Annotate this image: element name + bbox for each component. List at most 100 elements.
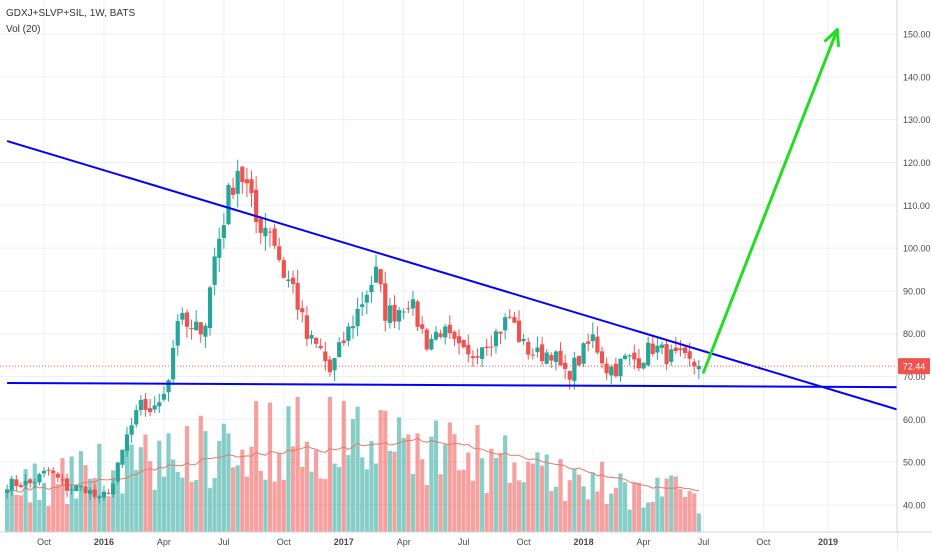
candle-body (97, 496, 102, 499)
volume-bar (115, 479, 120, 532)
candle-body (433, 331, 439, 340)
candle-body (147, 408, 153, 413)
volume-bar (641, 507, 646, 532)
candle-body (682, 347, 688, 353)
volume-bar (51, 470, 56, 532)
volume-bar (567, 480, 572, 532)
volume-bar (88, 478, 93, 532)
price-badge-bg (898, 358, 930, 375)
time-tick-label: Apr (157, 537, 171, 547)
volume-bar (323, 479, 328, 532)
candle-body (277, 246, 282, 260)
volume-bar (682, 497, 688, 532)
candle-body (189, 327, 194, 330)
time-axis-panel[interactable] (0, 532, 897, 550)
trendlines[interactable] (6, 140, 916, 417)
candle-body (406, 308, 411, 310)
volume-bar (203, 431, 208, 532)
volume-bar (609, 493, 614, 532)
price-tick-label: 120.00 (903, 158, 931, 168)
candle-body (397, 310, 402, 322)
candle-body (503, 317, 508, 331)
candle-body (272, 228, 277, 246)
time-tick-label: 2016 (94, 537, 114, 547)
volume-bar (369, 441, 374, 532)
arrow-annotation[interactable] (701, 28, 840, 374)
volume-bar (300, 466, 305, 532)
volume-bar (18, 495, 24, 532)
price-tick-label: 90.00 (903, 286, 926, 296)
volume-bar (124, 448, 130, 532)
trendline (6, 140, 916, 417)
volume-bar (134, 470, 139, 532)
price-badge: 72.44 (898, 358, 930, 375)
trendline (7, 381, 916, 389)
volume-bar (696, 513, 701, 532)
candle-body (263, 227, 268, 237)
candle-body (171, 347, 176, 380)
volume-bar (346, 455, 351, 532)
volume-bar (286, 406, 291, 532)
volume-bar (240, 449, 245, 532)
price-tick-label: 110.00 (903, 201, 930, 211)
candle-body (249, 179, 254, 194)
candle-body (586, 341, 591, 344)
price-tick-label: 40.00 (903, 501, 926, 511)
volume-bar (212, 477, 217, 532)
candle-body (470, 356, 475, 359)
volume-bar (632, 482, 637, 532)
volume-label[interactable]: Vol (20) (6, 24, 41, 35)
price-tick-label: 100.00 (903, 244, 931, 254)
candle-body (493, 331, 499, 347)
time-tick-label: Apr (637, 537, 651, 547)
time-tick-label: Jul (698, 537, 710, 547)
candle-body (18, 485, 24, 487)
volume-bar (627, 509, 632, 532)
candle-body (254, 189, 259, 222)
candle-body (535, 347, 540, 353)
volume-bar (558, 459, 563, 532)
volume-bar (401, 437, 406, 532)
candle-body (659, 344, 665, 348)
volume-bar (549, 490, 554, 532)
candle-body (318, 345, 323, 349)
volume-bar (78, 451, 83, 532)
volume-bar (143, 434, 148, 532)
volume-bar (9, 485, 14, 532)
candle-body (157, 402, 162, 407)
volume-bar (41, 482, 47, 532)
volume-bar (138, 447, 143, 532)
price-tick-label: 50.00 (903, 458, 926, 468)
candle-body (41, 470, 47, 474)
volume-bar (692, 493, 697, 532)
candle-body (480, 347, 485, 359)
volume-bar (46, 505, 51, 532)
candle-body (207, 287, 213, 328)
candle-body (313, 337, 319, 344)
volume-bar (194, 480, 199, 532)
candle-body (138, 399, 143, 411)
volume-bar (526, 461, 531, 532)
candle-body (180, 313, 185, 320)
symbol-label[interactable]: GDXJ+SLVP+SIL, 1W, BATS (6, 8, 136, 19)
candle-body (516, 320, 522, 342)
candle-body (613, 363, 618, 377)
volume-bar (443, 444, 448, 532)
candle-body (581, 343, 586, 364)
candle-body (553, 351, 559, 362)
candle-body (544, 352, 549, 364)
price-axis-panel[interactable] (897, 0, 932, 532)
price-tick-label: 130.00 (903, 115, 931, 125)
volume-bar (217, 440, 222, 532)
volume-bar (364, 469, 369, 532)
volume-bar (5, 493, 10, 532)
volume-bar (539, 465, 545, 532)
volume-bar (120, 493, 125, 532)
candle-body (327, 359, 333, 373)
volume-bar (97, 443, 102, 532)
volume-bar (673, 476, 678, 532)
candle-body (599, 351, 605, 364)
candle-body (226, 184, 231, 225)
